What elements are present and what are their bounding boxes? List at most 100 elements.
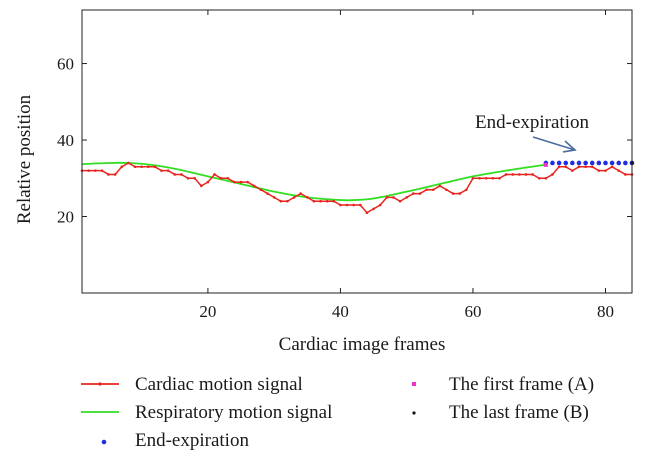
cardiac-point — [246, 180, 249, 184]
cardiac-point — [584, 165, 587, 169]
cardiac-point — [458, 192, 462, 195]
end-expiration-point — [583, 160, 588, 166]
x-tick-label: 20 — [199, 302, 216, 321]
cardiac-point — [199, 184, 203, 188]
cardiac-point — [544, 176, 548, 180]
end-expiration-point — [550, 160, 555, 166]
cardiac-point — [431, 188, 435, 192]
legend-last-frame-label: The last frame (B) — [449, 402, 589, 423]
cardiac-point — [180, 173, 183, 176]
cardiac-point — [418, 192, 422, 195]
cardiac-point — [352, 203, 355, 207]
cardiac-point — [107, 173, 110, 176]
cardiac-point — [100, 169, 104, 172]
cardiac-point — [478, 176, 481, 180]
annotation-label: End-expiration — [475, 112, 589, 133]
cardiac-point — [272, 196, 276, 199]
y-tick-label: 20 — [57, 208, 74, 227]
end-expiration-point — [563, 160, 569, 166]
x-tick-label: 40 — [332, 302, 349, 321]
cardiac-point — [445, 188, 448, 192]
cardiac-point — [160, 169, 163, 172]
cardiac-point — [372, 207, 375, 211]
end-expiration-point — [589, 160, 595, 166]
cardiac-point — [604, 169, 607, 172]
cardiac-point — [610, 165, 614, 169]
cardiac-point — [127, 161, 130, 165]
end-expiration-point — [556, 160, 562, 166]
cardiac-point — [332, 199, 336, 203]
cardiac-point — [113, 173, 117, 176]
cardiac-point — [385, 196, 389, 199]
respiratory-motion-line — [81, 161, 546, 202]
cardiac-point — [378, 203, 382, 207]
cardiac-point — [120, 165, 124, 169]
cardiac-point — [557, 165, 561, 169]
cardiac-point — [93, 169, 97, 172]
cardiac-point — [266, 192, 269, 195]
cardiac-point — [153, 165, 157, 169]
cardiac-point — [511, 173, 515, 176]
end-expiration-point — [570, 160, 575, 166]
axes: 20 40 60 80 20 40 60 Cardiac image frames Relati… — [14, 9, 633, 355]
cardiac-point — [551, 173, 554, 176]
cardiac-point — [498, 176, 501, 180]
end-expiration-point — [616, 160, 622, 166]
cardiac-point — [213, 173, 216, 176]
cardiac-point — [518, 173, 521, 176]
cardiac-point — [226, 176, 230, 180]
y-axis-label: Relative position — [14, 94, 35, 224]
legend-respiratory: Respiratory motion signal — [81, 402, 332, 423]
legend-end-expiration: End-expiration — [101, 430, 249, 451]
cardiac-point — [491, 176, 495, 180]
first-frame-marker — [543, 162, 548, 167]
cardiac-point — [524, 173, 528, 176]
legend-cardiac-label: Cardiac motion signal — [135, 374, 303, 395]
y-tick-label: 40 — [57, 131, 74, 150]
cardiac-point — [624, 173, 627, 176]
legend: Cardiac motion signal Respiratory motion … — [81, 374, 594, 451]
cardiac-point — [186, 176, 190, 180]
cardiac-point — [133, 165, 137, 169]
x-tick-label: 60 — [464, 302, 481, 321]
cardiac-point — [577, 165, 581, 169]
cardiac-point — [193, 176, 196, 180]
cardiac-point — [279, 199, 283, 203]
cardiac-point — [504, 173, 508, 176]
cardiac-point — [259, 188, 263, 192]
cardiac-point — [319, 199, 322, 203]
cardiac-point — [365, 211, 369, 214]
x-tick-label: 80 — [597, 302, 614, 321]
cardiac-point — [299, 192, 302, 195]
cardiac-point — [252, 184, 256, 188]
cardiac-point — [537, 176, 541, 180]
cardiac-point — [339, 203, 342, 207]
legend-end-expiration-swatch — [101, 439, 107, 445]
y-tick-label: 60 — [57, 55, 74, 74]
cardiac-point — [451, 192, 455, 195]
cardiac-point — [166, 169, 170, 172]
end-expiration-point — [603, 160, 608, 166]
cardiac-point — [564, 165, 568, 169]
cardiac-point — [617, 169, 621, 172]
end-expiration-point — [623, 160, 628, 166]
cardiac-point — [590, 165, 594, 169]
cardiac-point — [412, 192, 415, 195]
cardiac-point — [286, 199, 289, 203]
cardiac-point — [292, 196, 296, 199]
legend-end-expiration-label: End-expiration — [135, 430, 249, 451]
cardiac-point — [471, 176, 475, 180]
legend-first-frame-swatch — [412, 382, 416, 386]
cardiac-point — [597, 169, 601, 172]
cardiac-motion-line — [82, 162, 632, 214]
cardiac-point — [306, 196, 309, 199]
cardiac-point — [173, 173, 177, 176]
cardiac-point — [425, 188, 428, 192]
plot-area: End-expiration — [80, 112, 635, 214]
cardiac-point — [398, 199, 402, 203]
annotation-arrow — [532, 136, 576, 151]
legend-first-frame: The first frame (A) — [412, 374, 594, 395]
plot-frame — [81, 9, 633, 294]
cardiac-point — [359, 203, 362, 207]
